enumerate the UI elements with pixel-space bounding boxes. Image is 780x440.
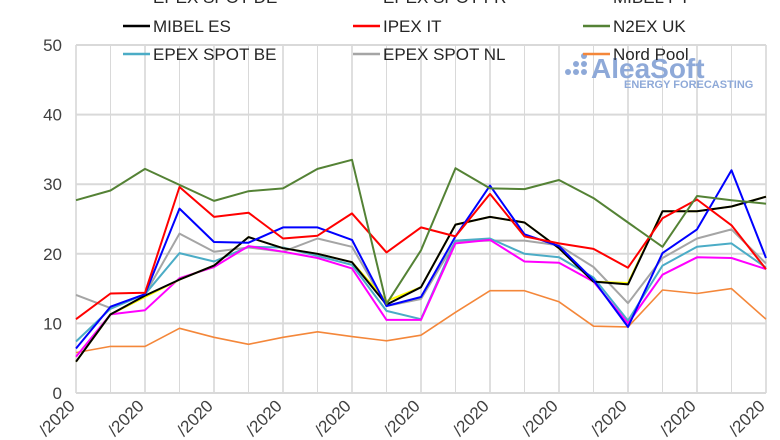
y-tick-label: 30 (43, 175, 62, 194)
y-axis-ticks: 0 10 20 30 40 50 (43, 36, 62, 403)
y-tick-label: 20 (43, 245, 62, 264)
legend-label: MIBEL PT (613, 0, 690, 7)
legend-label: EPEX SPOT DE (153, 0, 277, 7)
y-tick-label: 0 (53, 384, 62, 403)
legend-label: IPEX IT (383, 17, 442, 36)
series-lines (75, 158, 767, 363)
x-tick-label: /2020 (725, 396, 769, 440)
x-tick-label: /2020 (656, 396, 700, 440)
y-tick-label: 10 (43, 314, 62, 333)
legend-label: EPEX SPOT BE (153, 45, 276, 64)
legend-item: EPEX SPOT DE (153, 0, 277, 7)
legend-item: EPEX SPOT NL (353, 45, 506, 64)
x-tick-label: /2020 (242, 396, 286, 440)
y-tick-label: 50 (43, 36, 62, 55)
x-tick-label: /2020 (380, 396, 424, 440)
series-line-epex-spot-de (75, 169, 767, 350)
legend-label: N2EX UK (613, 17, 686, 36)
x-axis-ticks: /2020/2020/2020/2020/2020/2020/2020/2020… (35, 396, 769, 440)
legend-label: MIBEL ES (153, 17, 231, 36)
x-tick-label: /2020 (587, 396, 631, 440)
x-tick-label: /2020 (104, 396, 148, 440)
series-line-epex-spot-nl (75, 228, 767, 310)
legend-label: Nord Pool (613, 45, 689, 64)
gridlines (75, 44, 767, 394)
series-line-n2ex-uk (75, 158, 767, 305)
x-tick-label: /2020 (518, 396, 562, 440)
x-tick-label: /2020 (311, 396, 355, 440)
legend-item: EPEX SPOT FR (383, 0, 506, 7)
aleasoft-logo-dots-icon (565, 53, 587, 75)
legend-item: MIBEL PT (613, 0, 690, 7)
legend-item: N2EX UK (583, 17, 686, 36)
legend-label: EPEX SPOT FR (383, 0, 506, 7)
legend-item: MIBEL ES (123, 17, 231, 36)
legend-item: Nord Pool (583, 45, 689, 64)
series-line-nord-pool (75, 287, 767, 354)
watermark-brand: AleaSoft (591, 53, 705, 84)
legend-item: IPEX IT (353, 17, 442, 36)
x-tick-label: /2020 (173, 396, 217, 440)
series-line-ipex-it (75, 186, 767, 321)
legend: EPEX SPOT DE EPEX SPOT FR MIBEL PT MIBEL ES… (123, 0, 690, 64)
x-tick-label: /2020 (449, 396, 493, 440)
aleasoft-watermark: AleaSoft ENERGY FORECASTING (565, 53, 753, 91)
watermark-tagline: ENERGY FORECASTING (624, 79, 753, 91)
legend-label: EPEX SPOT NL (383, 45, 506, 64)
legend-item: EPEX SPOT BE (123, 45, 276, 64)
y-tick-label: 40 (43, 106, 62, 125)
